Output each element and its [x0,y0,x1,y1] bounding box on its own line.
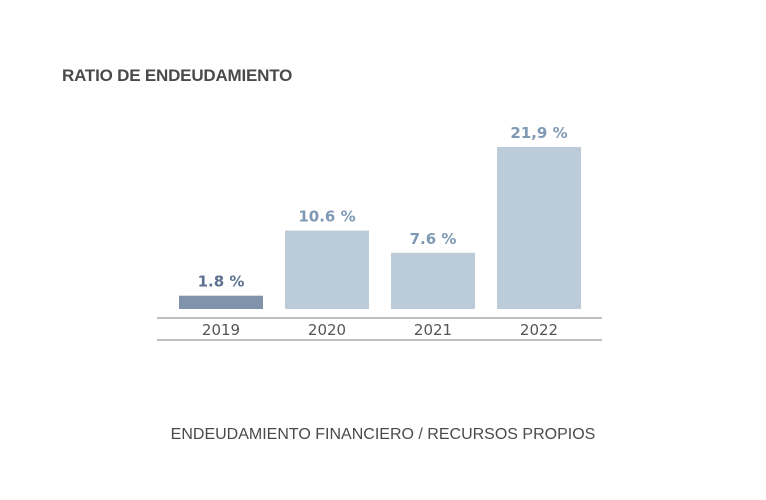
chart-caption: ENDEUDAMIENTO FINANCIERO / RECURSOS PROP… [170,426,596,443]
value-label-2020: 10.6 % [298,208,355,226]
bar-2021 [391,252,475,309]
tick-label-2021: 2021 [414,321,452,339]
tick-label-2022: 2022 [520,321,558,339]
value-label-2022: 21,9 % [510,124,567,142]
chart-title: RATIO DE ENDEUDAMIENTO [62,66,293,85]
bar-2019 [179,295,263,309]
tick-label-2020: 2020 [308,321,346,339]
value-label-2019: 1.8 % [198,273,245,291]
bar-2022 [497,147,581,309]
tick-label-2019: 2019 [202,321,240,339]
bar-2020 [285,230,369,309]
value-label-2021: 7.6 % [410,230,457,248]
